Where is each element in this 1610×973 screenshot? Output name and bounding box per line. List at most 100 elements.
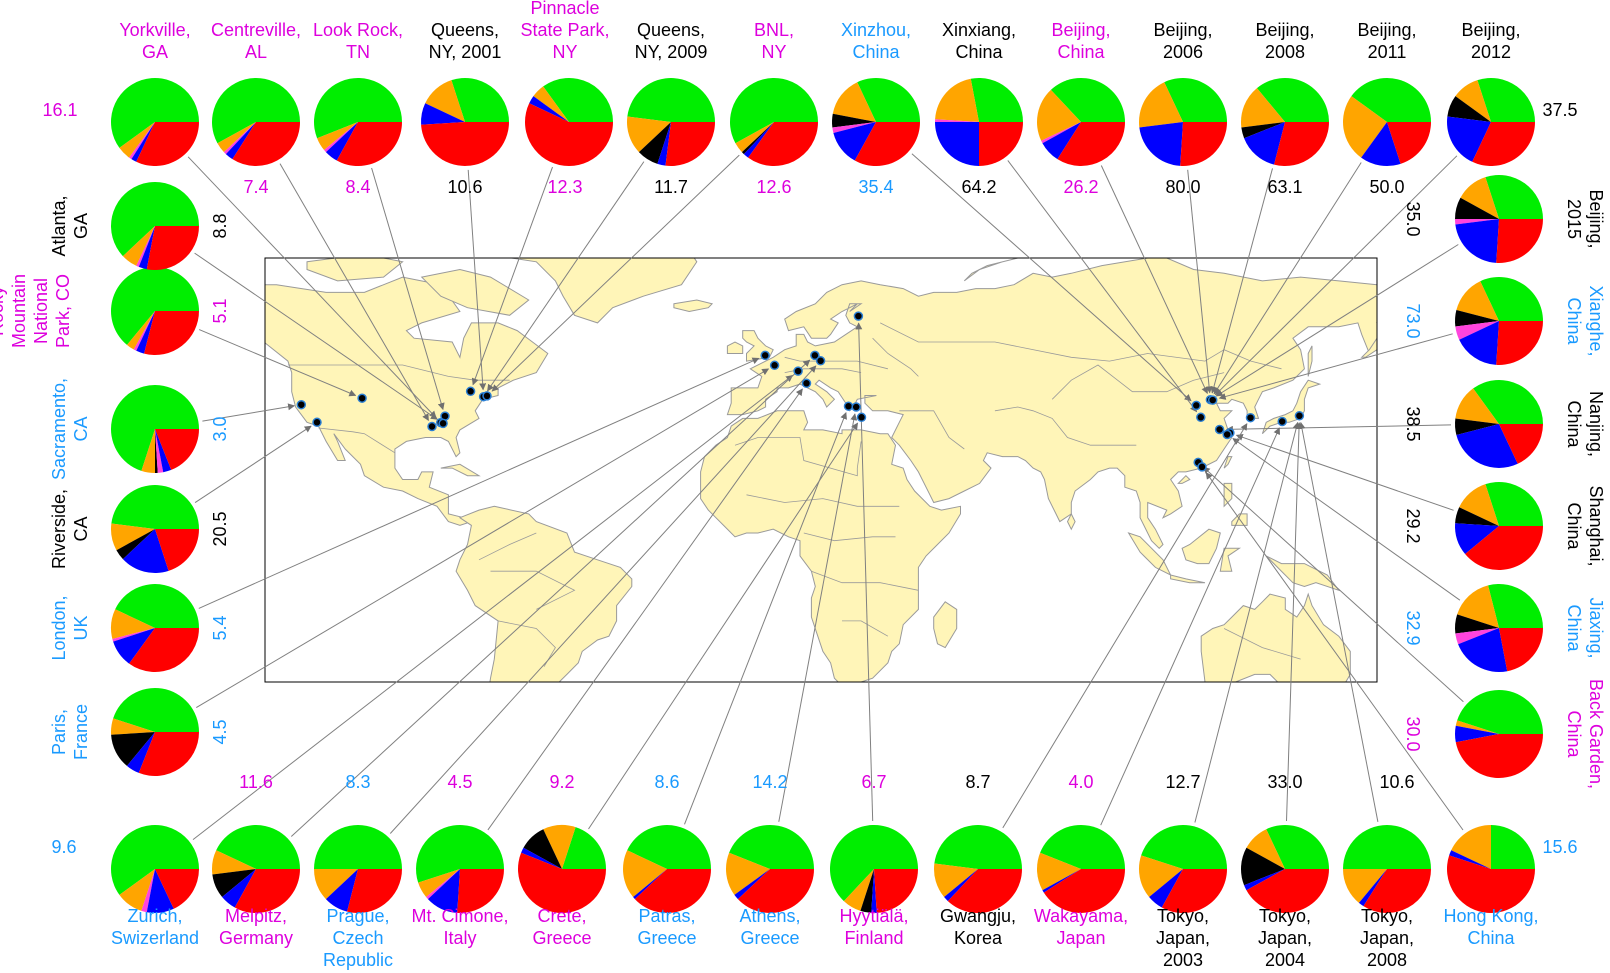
slice-beijing_c-blue (1042, 122, 1081, 160)
slice-beijing2006-green (1164, 78, 1227, 122)
slice-riverside-blue (122, 529, 169, 574)
slice-pinnacle-red (525, 103, 613, 167)
slice-backgarden-orange (1455, 720, 1499, 734)
slice-xianghe-magenta (1455, 321, 1499, 340)
pie-tokyo2008 (1343, 825, 1431, 914)
site-value-beijing2015: 35.0 (1403, 201, 1423, 236)
connector-gwangju (1002, 423, 1248, 829)
slice-tokyo2004-red (1246, 869, 1329, 914)
site-label-line: Japan, (1156, 928, 1210, 948)
slice-centreville-blue (225, 122, 256, 160)
land-polygon (933, 601, 958, 649)
site-label-line: Rocky (0, 286, 7, 336)
marker-paris (769, 360, 780, 371)
slice-crete-red (518, 852, 606, 913)
slice-hongkong-red (1447, 855, 1535, 913)
slice-backgarden-blue (1455, 725, 1499, 743)
connector-athens (778, 413, 858, 822)
slice-xianghe-red (1496, 321, 1543, 365)
slice-bnl-orange (735, 122, 774, 153)
slice-gwangju-red (947, 869, 1022, 913)
slice-xinxiang-red (979, 122, 1023, 166)
land-polygon (1177, 474, 1191, 484)
country-border (498, 620, 556, 667)
site-label-line: Jiaxing, (1586, 597, 1606, 658)
pie-paris (111, 687, 199, 777)
slice-zurich-blue (146, 869, 174, 913)
site-value-queens2001: 10.6 (447, 177, 482, 197)
marker-xianghe (1207, 395, 1218, 405)
site-label-line: Prague, (326, 906, 389, 926)
land-polygon (1129, 247, 1167, 255)
site-label-line: Shanghai, (1586, 485, 1606, 566)
pie-wakayama (1036, 824, 1125, 914)
slice-nanjing-green (1473, 379, 1543, 424)
site-label-line: Swizerland (111, 928, 199, 948)
marker-nanjing (1214, 424, 1225, 435)
slice-rocky-red (144, 311, 199, 356)
site-label-line: TN (346, 42, 370, 62)
site-label-line: Mt. Cimone, (411, 906, 508, 926)
slice-jiaxing-magenta (1455, 628, 1499, 645)
site-label-line: China (1057, 42, 1105, 62)
marker-melpitz (810, 350, 820, 361)
slice-hyytiala-orange (843, 869, 874, 911)
slice-melpitz-blue (222, 869, 256, 908)
site-label-line: Gwangju, (940, 906, 1016, 926)
connector-xianghe (1218, 333, 1453, 400)
site-label-bnl: BNL, NY (754, 20, 794, 62)
site-label-line: Paris, (49, 709, 69, 755)
slice-beijing2015-magenta (1455, 219, 1499, 225)
country-border (1223, 628, 1301, 660)
slice-rocky-green (111, 267, 199, 345)
site-label-line: Patras, (638, 906, 695, 926)
site-label-line: Japan, (1360, 928, 1414, 948)
site-label-patras: Patras, Greece (637, 906, 696, 948)
slice-beijing2008-blue (1244, 122, 1285, 165)
country-border (287, 364, 510, 381)
slice-london-red (129, 628, 199, 673)
site-label-line: 2008 (1265, 42, 1305, 62)
connector-beijing2011 (1213, 162, 1362, 395)
slice-jiaxing-black (1455, 614, 1499, 634)
slice-yorkville-red (136, 122, 199, 166)
slice-xinzhou-magenta (832, 122, 876, 133)
site-label-yorkville: Yorkville, GA (119, 20, 190, 62)
site-label-line: China (1564, 502, 1584, 550)
site-label-athens: Athens, Greece (739, 906, 800, 948)
slice-beijing_c-magenta (1041, 122, 1081, 144)
land-masses (265, 247, 1377, 682)
slice-melpitz-red (234, 869, 301, 914)
pie-backgarden (1455, 689, 1543, 778)
slice-beijing2015-green (1485, 174, 1543, 219)
pie-yorkville (111, 78, 199, 166)
land-polygon (1181, 528, 1221, 565)
connector-centreville (279, 163, 429, 422)
connector-backgarden (1202, 466, 1464, 703)
slice-wakayama-red (1043, 869, 1125, 914)
slice-beijing2012-blue (1447, 116, 1491, 162)
slice-beijing_c-red (1057, 122, 1126, 167)
land-polygon (1223, 456, 1233, 469)
site-value-athens: 14.2 (752, 772, 787, 792)
site-value-lookrock: 8.4 (345, 177, 370, 197)
slice-xianghe-green (1480, 277, 1543, 321)
slice-yorkville-blue (131, 122, 155, 162)
site-label-line: China (1564, 604, 1584, 652)
pie-melpitz (212, 825, 301, 914)
slice-zurich-magenta (141, 869, 155, 913)
connector-paris (196, 368, 770, 709)
site-label-line: Beijing, (1051, 20, 1110, 40)
site-label-line: Beijing, (1255, 20, 1314, 40)
site-label-line: Greece (637, 928, 696, 948)
slice-riverside-orange (111, 523, 155, 551)
site-label-line: GA (142, 42, 168, 62)
marker-rocky (357, 393, 367, 403)
slice-beijing2008-green (1256, 77, 1329, 122)
slice-queens2009-black (638, 122, 671, 164)
site-label-line: 2006 (1163, 42, 1203, 62)
pie-athens (725, 824, 814, 913)
slice-xinxiang-orange (935, 78, 979, 122)
slice-paris-black (111, 732, 155, 766)
